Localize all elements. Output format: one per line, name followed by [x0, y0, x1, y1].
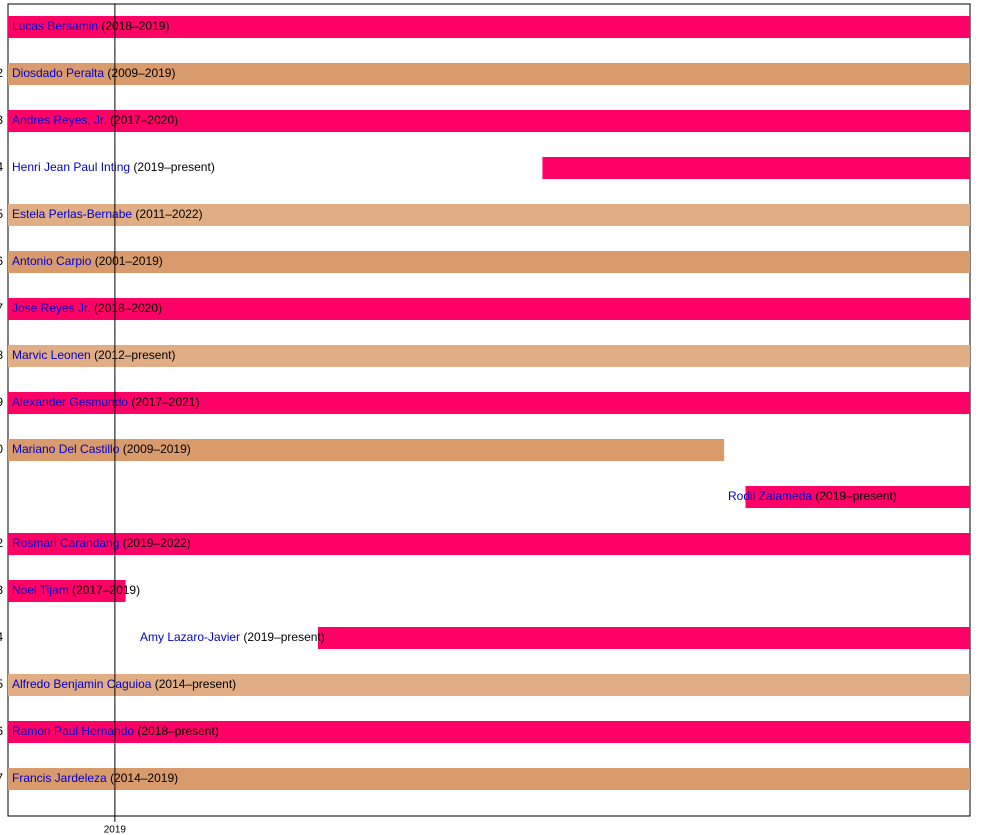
row-number: 4 [0, 160, 3, 174]
row-number: 7 [0, 771, 3, 785]
bar [8, 674, 970, 696]
bar-label: Rosmari Carandang (2019–2022) [12, 536, 191, 550]
tenure-years: (2014–present) [155, 677, 236, 691]
bar [8, 110, 970, 132]
tenure-years: (2017–2021) [131, 395, 199, 409]
bar-label: Estela Perlas-Bernabe (2011–2022) [12, 207, 203, 221]
row-number: 7 [0, 301, 3, 315]
row-number: 2 [0, 66, 3, 80]
bar-label: Mariano Del Castillo (2009–2019) [12, 442, 191, 456]
tenure-years: (2019–present) [815, 489, 896, 503]
bar-label: Alfredo Benjamin Caguioa (2014–present) [12, 677, 236, 691]
bar-label: Diosdado Peralta (2009–2019) [12, 66, 175, 80]
justice-name: Antonio Carpio [12, 254, 92, 268]
justice-name: Lucas Bersamin [12, 19, 98, 33]
bar-label: Ramon Paul Hernando (2018–present) [12, 724, 219, 738]
bar-label: Noel Tijam (2017–2019) [12, 583, 140, 597]
justice-name: Noel Tijam [12, 583, 69, 597]
tenure-years: (2018–2019) [101, 19, 169, 33]
tenure-years: (2019–present) [243, 630, 324, 644]
justice-name: Rosmari Carandang [12, 536, 119, 550]
tenure-years: (2009–2019) [107, 66, 175, 80]
tenure-years: (2012–present) [94, 348, 175, 362]
tenure-years: (2011–2022) [135, 207, 202, 221]
bar-label: Francis Jardeleza (2014–2019) [12, 771, 178, 785]
justice-name: Marvic Leonen [12, 348, 91, 362]
bar [317, 627, 970, 649]
row-number: 6 [0, 254, 3, 268]
justice-name: Mariano Del Castillo [12, 442, 120, 456]
justice-name: Francis Jardeleza [12, 771, 107, 785]
row-number: 6 [0, 724, 3, 738]
row-number: 3 [0, 113, 3, 127]
bar [8, 533, 970, 555]
justice-name: Amy Lazaro-Javier [140, 630, 240, 644]
tenure-years: (2017–2019) [72, 583, 140, 597]
row-number: 9 [0, 395, 3, 409]
bar [8, 768, 970, 790]
justice-name: Jose Reyes Jr. [12, 301, 91, 315]
bar-label: Amy Lazaro-Javier (2019–present) [140, 630, 325, 644]
tenure-years: (2018–2020) [94, 301, 162, 315]
bar [8, 439, 725, 461]
justice-name: Estela Perlas-Bernabe [12, 207, 132, 221]
bar [8, 580, 126, 602]
bar [8, 16, 970, 38]
bar-label: Jose Reyes Jr. (2018–2020) [12, 301, 162, 315]
justice-name: Alfredo Benjamin Caguioa [12, 677, 152, 691]
row-number: 3 [0, 583, 3, 597]
justice-name: Rodil Zalameda [728, 489, 812, 503]
bar [8, 345, 970, 367]
justice-name: Alexander Gesmundo [12, 395, 128, 409]
row-number: 4 [0, 630, 3, 644]
bar-label: Antonio Carpio (2001–2019) [12, 254, 163, 268]
bar-label: Marvic Leonen (2012–present) [12, 348, 175, 362]
bar-label: Andres Reyes, Jr. (2017–2020) [12, 113, 178, 127]
bar [8, 298, 970, 320]
row-number: 2 [0, 536, 3, 550]
row-number: 8 [0, 348, 3, 362]
bar-label: Rodil Zalameda (2019–present) [728, 489, 897, 503]
tenure-years: (2019–2022) [123, 536, 191, 550]
tenure-years: (2014–2019) [110, 771, 178, 785]
bar-label: Alexander Gesmundo (2017–2021) [12, 395, 199, 409]
tenure-years: (2018–present) [137, 724, 218, 738]
row-number: 5 [0, 677, 3, 691]
justice-name: Diosdado Peralta [12, 66, 104, 80]
tenure-years: (2001–2019) [95, 254, 163, 268]
row-number: 0 [0, 442, 3, 456]
tenure-years: (2017–2020) [110, 113, 178, 127]
bar [8, 392, 970, 414]
bar [745, 486, 970, 508]
justice-name: Ramon Paul Hernando [12, 724, 134, 738]
bar [8, 63, 970, 85]
justice-name: Henri Jean Paul Inting [12, 160, 130, 174]
x-tick-label: 2019 [104, 825, 127, 835]
justice-name: Andres Reyes, Jr. [12, 113, 107, 127]
bar [8, 204, 970, 226]
bar-label: Lucas Bersamin (2018–2019) [12, 19, 169, 33]
bar [542, 157, 970, 179]
tenure-years: (2009–2019) [123, 442, 191, 456]
bar [8, 251, 970, 273]
bar-label: Henri Jean Paul Inting (2019–present) [12, 160, 215, 174]
bar [8, 721, 970, 743]
row-number: 5 [0, 207, 3, 221]
tenure-years: (2019–present) [133, 160, 214, 174]
